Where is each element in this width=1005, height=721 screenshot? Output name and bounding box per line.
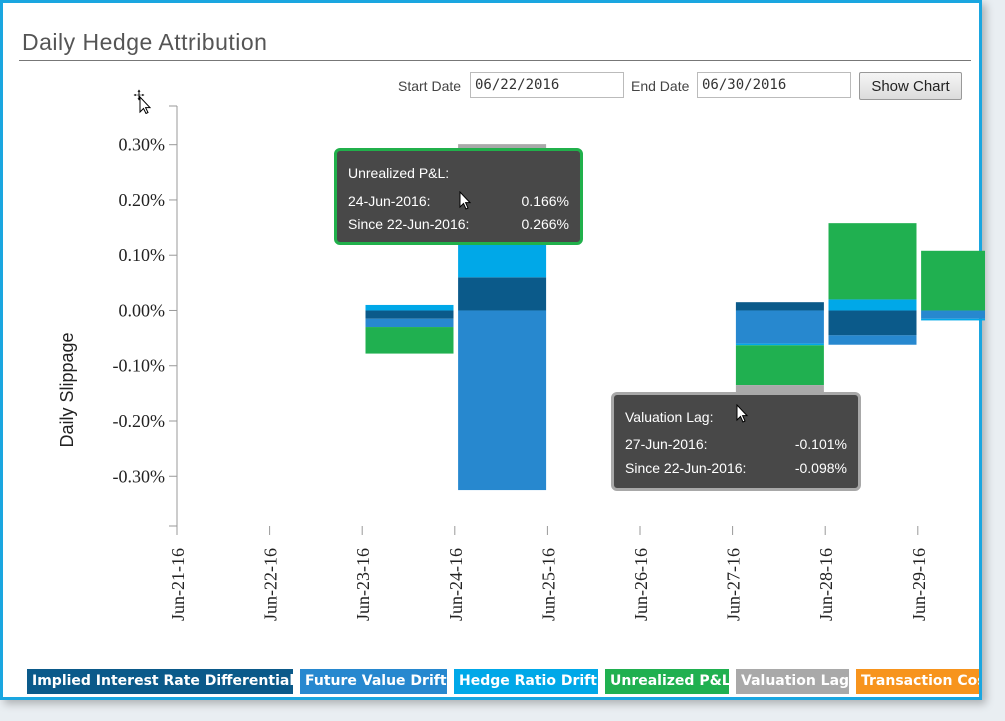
y-tick-label: 0.00%: [119, 300, 166, 320]
tooltip-row2-value: -0.098%: [794, 460, 847, 476]
chart-panel: Daily Hedge Attribution Start Date End D…: [0, 0, 985, 700]
bar-segment[interactable]: [458, 277, 547, 311]
pointer-cursor-icon: [736, 404, 749, 423]
bar-segment[interactable]: [828, 310, 917, 336]
x-tick-label: Jun-22-16: [261, 548, 281, 621]
y-tick-label: 0.10%: [119, 245, 166, 265]
tooltip-row2-value: 0.266%: [521, 216, 569, 232]
legend-implied-interest-rate-differential[interactable]: Implied Interest Rate Differential: [27, 669, 293, 694]
bar-segment[interactable]: [365, 318, 454, 328]
tooltip-row1-label: 27-Jun-2016:: [625, 436, 708, 452]
x-tick-label: Jun-25-16: [538, 548, 558, 621]
bar-segment[interactable]: [921, 318, 985, 321]
y-tick-label: 0.30%: [119, 135, 166, 155]
tooltip-title: Unrealized P&L:: [348, 165, 450, 181]
x-tick-label: Jun-24-16: [446, 548, 466, 621]
y-tick-label: -0.30%: [113, 466, 166, 486]
end-date-label: End Date: [631, 78, 690, 94]
bar-segment[interactable]: [921, 310, 985, 319]
tooltip-row1-value: -0.101%: [794, 436, 847, 452]
tooltip-title: Valuation Lag:: [625, 409, 714, 425]
x-tick-label: Jun-27-16: [724, 548, 744, 621]
x-tick-label: Jun-29-16: [909, 548, 929, 621]
bar-segment[interactable]: [828, 335, 917, 345]
tooltip-row2-label: Since 22-Jun-2016:: [348, 216, 470, 232]
y-tick-label: -0.10%: [113, 356, 166, 376]
bar-segment[interactable]: [921, 250, 985, 311]
tooltip-unrealized-pnl: Unrealized P&L: 24-Jun-2016: 0.166% Sinc…: [334, 148, 583, 245]
pointer-cursor-icon: [459, 191, 472, 210]
tooltip-valuation-lag: Valuation Lag: 27-Jun-2016: -0.101% Sinc…: [611, 392, 861, 491]
bar-segment[interactable]: [365, 327, 454, 354]
title-divider: [19, 60, 971, 61]
end-date-input[interactable]: [697, 72, 851, 98]
start-date-input[interactable]: [470, 72, 624, 98]
legend-future-value-drift[interactable]: Future Value Drift: [300, 669, 447, 694]
axes-layer: 0.30% 0.20% 0.10% 0.00% -0.10% -0.20% -0.30% Ju…: [113, 105, 929, 621]
legend-transaction-costs[interactable]: Transaction Cos: [856, 669, 979, 694]
bar-segment[interactable]: [365, 310, 454, 319]
x-tick-label: Jun-23-16: [353, 548, 373, 621]
tooltip-row1-value: 0.166%: [521, 193, 569, 209]
legend-valuation-lag[interactable]: Valuation Lag: [736, 669, 849, 694]
legend-unrealized-pnl[interactable]: Unrealized P&L: [605, 669, 729, 694]
x-tick-label: Jun-21-16: [168, 548, 188, 621]
bar-segment[interactable]: [828, 223, 917, 300]
bar-segment[interactable]: [458, 310, 547, 491]
bar-segment[interactable]: [735, 345, 824, 386]
x-tick-label: Jun-28-16: [816, 548, 836, 621]
x-tick-label: Jun-26-16: [631, 548, 651, 621]
start-date-label: Start Date: [398, 78, 462, 94]
move-cursor-icon: [132, 88, 152, 114]
y-tick-label: -0.20%: [113, 411, 166, 431]
bar-segment[interactable]: [365, 304, 454, 311]
bar-segment[interactable]: [735, 310, 824, 344]
show-chart-button[interactable]: Show Chart: [859, 72, 962, 100]
tooltip-row2-label: Since 22-Jun-2016:: [625, 460, 747, 476]
page-title: Daily Hedge Attribution: [22, 29, 268, 55]
bar-segment[interactable]: [828, 299, 917, 311]
bar-segment[interactable]: [735, 302, 824, 311]
tooltip-row1-label: 24-Jun-2016:: [348, 193, 431, 209]
bar-segment[interactable]: [458, 244, 547, 278]
bar-segment[interactable]: [735, 343, 824, 346]
y-tick-label: 0.20%: [119, 190, 166, 210]
legend-hedge-ratio-drift[interactable]: Hedge Ratio Drift: [454, 669, 598, 694]
y-axis-label: Daily Slippage: [57, 332, 77, 447]
